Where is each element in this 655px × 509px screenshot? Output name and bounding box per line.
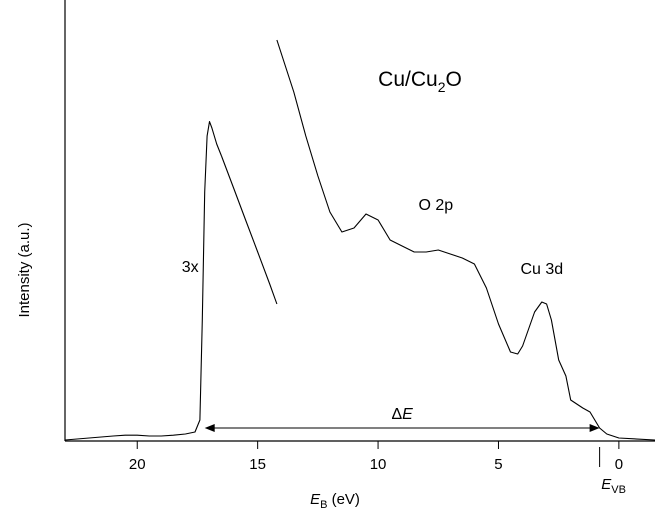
x-axis-label: EB (eV) [310,491,360,509]
chart-title: Cu/Cu2O [378,68,462,95]
x-tick-label: 10 [370,456,387,473]
evb-label: EVB [601,476,626,496]
delta-e-arrowhead-right [589,424,600,432]
annotation-label: 3x [182,259,199,276]
x-ticks: 20 15 10 5 0 [129,441,623,473]
x-tick-label: 15 [249,456,266,473]
spectrum-line-2 [220,155,278,305]
delta-e-arrow: ΔE [204,406,600,432]
annotation-label: O 2p [419,197,454,214]
delta-e-arrowhead-left [204,424,215,432]
x-tick-label: 20 [129,456,146,473]
evb-marker: EVB [599,447,626,496]
annotation-label: Cu 3d [520,261,563,278]
x-tick-label: 0 [615,456,623,473]
spectrum-line-3 [276,39,655,441]
delta-e-label: ΔE [391,406,413,423]
annotations-group: O 2p Cu 3d 3x [182,197,563,278]
spectrum-line-1 [64,121,223,441]
y-axis-label: Intensity (a.u.) [16,222,33,317]
series-group [64,39,655,441]
x-tick-label: 5 [494,456,502,473]
